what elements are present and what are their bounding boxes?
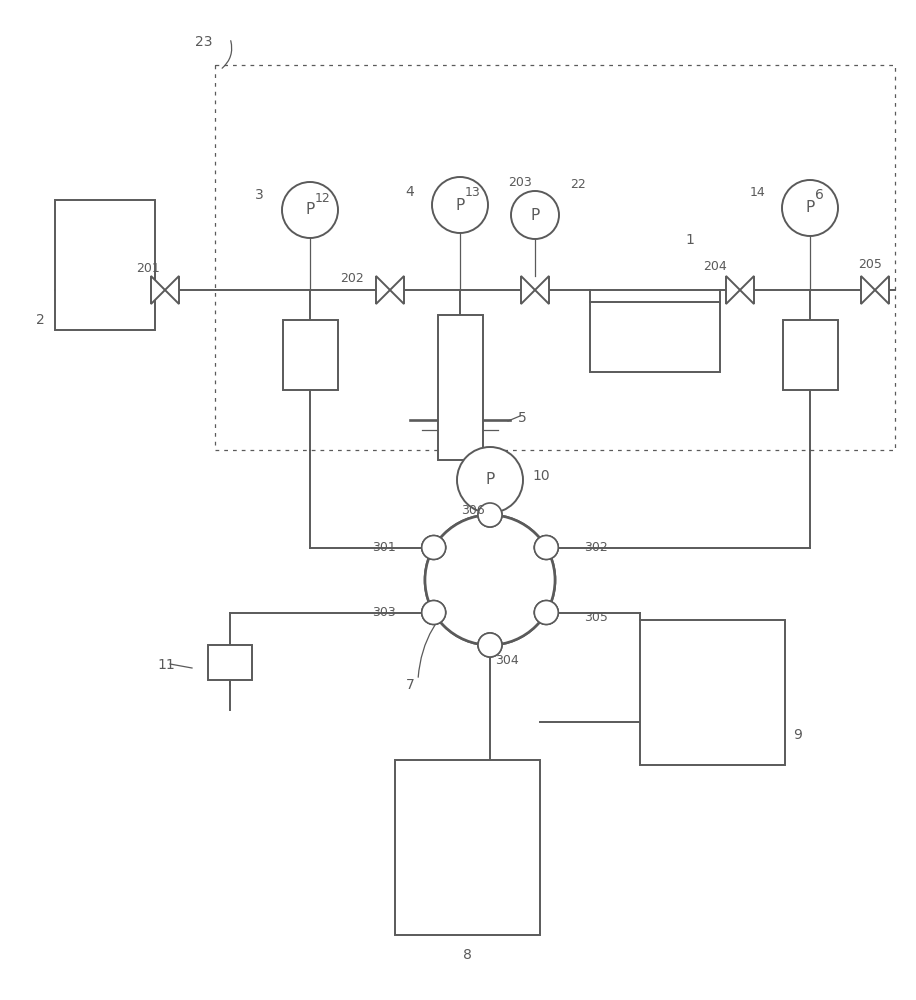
Bar xyxy=(590,302,720,372)
Text: 305: 305 xyxy=(584,611,608,624)
Text: 204: 204 xyxy=(703,260,727,273)
Circle shape xyxy=(478,633,502,657)
Bar xyxy=(783,320,838,390)
Circle shape xyxy=(511,191,559,239)
Bar xyxy=(395,760,540,935)
Bar xyxy=(208,645,252,680)
Circle shape xyxy=(421,600,446,624)
Text: 11: 11 xyxy=(158,658,175,672)
Bar xyxy=(438,315,483,460)
Text: P: P xyxy=(530,208,540,223)
Text: 201: 201 xyxy=(136,261,160,274)
Polygon shape xyxy=(151,276,165,304)
Circle shape xyxy=(425,515,555,645)
Text: 303: 303 xyxy=(372,606,396,619)
Polygon shape xyxy=(861,276,875,304)
Circle shape xyxy=(432,177,488,233)
Text: 302: 302 xyxy=(584,541,608,554)
Circle shape xyxy=(478,503,502,527)
Text: 301: 301 xyxy=(372,541,396,554)
Polygon shape xyxy=(726,276,740,304)
Circle shape xyxy=(478,633,502,657)
Text: 205: 205 xyxy=(858,258,882,271)
Circle shape xyxy=(478,503,502,527)
Bar xyxy=(283,320,338,390)
Text: 8: 8 xyxy=(463,948,472,962)
Text: 3: 3 xyxy=(255,188,264,202)
Circle shape xyxy=(534,536,558,560)
Polygon shape xyxy=(390,276,404,304)
Circle shape xyxy=(425,515,555,645)
Text: P: P xyxy=(305,202,314,218)
Text: 7: 7 xyxy=(407,678,415,692)
Circle shape xyxy=(534,536,558,560)
Bar xyxy=(55,200,155,330)
Circle shape xyxy=(478,633,502,657)
Text: 5: 5 xyxy=(518,411,527,425)
Circle shape xyxy=(421,600,446,624)
Circle shape xyxy=(421,536,446,560)
Circle shape xyxy=(421,600,446,624)
Text: 10: 10 xyxy=(532,469,550,483)
Text: 2: 2 xyxy=(36,313,44,327)
Text: 304: 304 xyxy=(495,654,518,666)
Circle shape xyxy=(534,600,558,624)
Text: 12: 12 xyxy=(315,192,331,205)
Text: 9: 9 xyxy=(793,728,802,742)
Polygon shape xyxy=(165,276,179,304)
Text: 13: 13 xyxy=(465,186,481,198)
Text: 1: 1 xyxy=(685,233,694,247)
Polygon shape xyxy=(535,276,549,304)
Polygon shape xyxy=(740,276,754,304)
Circle shape xyxy=(421,536,446,560)
Circle shape xyxy=(478,503,502,527)
Polygon shape xyxy=(521,276,535,304)
Text: 202: 202 xyxy=(340,271,364,284)
Text: P: P xyxy=(455,198,464,213)
Polygon shape xyxy=(875,276,889,304)
Bar xyxy=(640,620,785,765)
Text: 23: 23 xyxy=(195,35,213,49)
Text: 22: 22 xyxy=(570,178,585,192)
Circle shape xyxy=(421,536,446,560)
Circle shape xyxy=(534,600,558,624)
Circle shape xyxy=(282,182,338,238)
Text: P: P xyxy=(485,473,495,488)
Text: 14: 14 xyxy=(750,186,766,198)
Circle shape xyxy=(457,447,523,513)
Text: 6: 6 xyxy=(815,188,823,202)
Circle shape xyxy=(534,536,558,560)
Text: 306: 306 xyxy=(462,504,485,516)
Circle shape xyxy=(534,600,558,624)
Text: 4: 4 xyxy=(405,185,414,199)
Text: 203: 203 xyxy=(508,176,532,190)
Circle shape xyxy=(782,180,838,236)
Text: P: P xyxy=(805,200,814,216)
Polygon shape xyxy=(376,276,390,304)
